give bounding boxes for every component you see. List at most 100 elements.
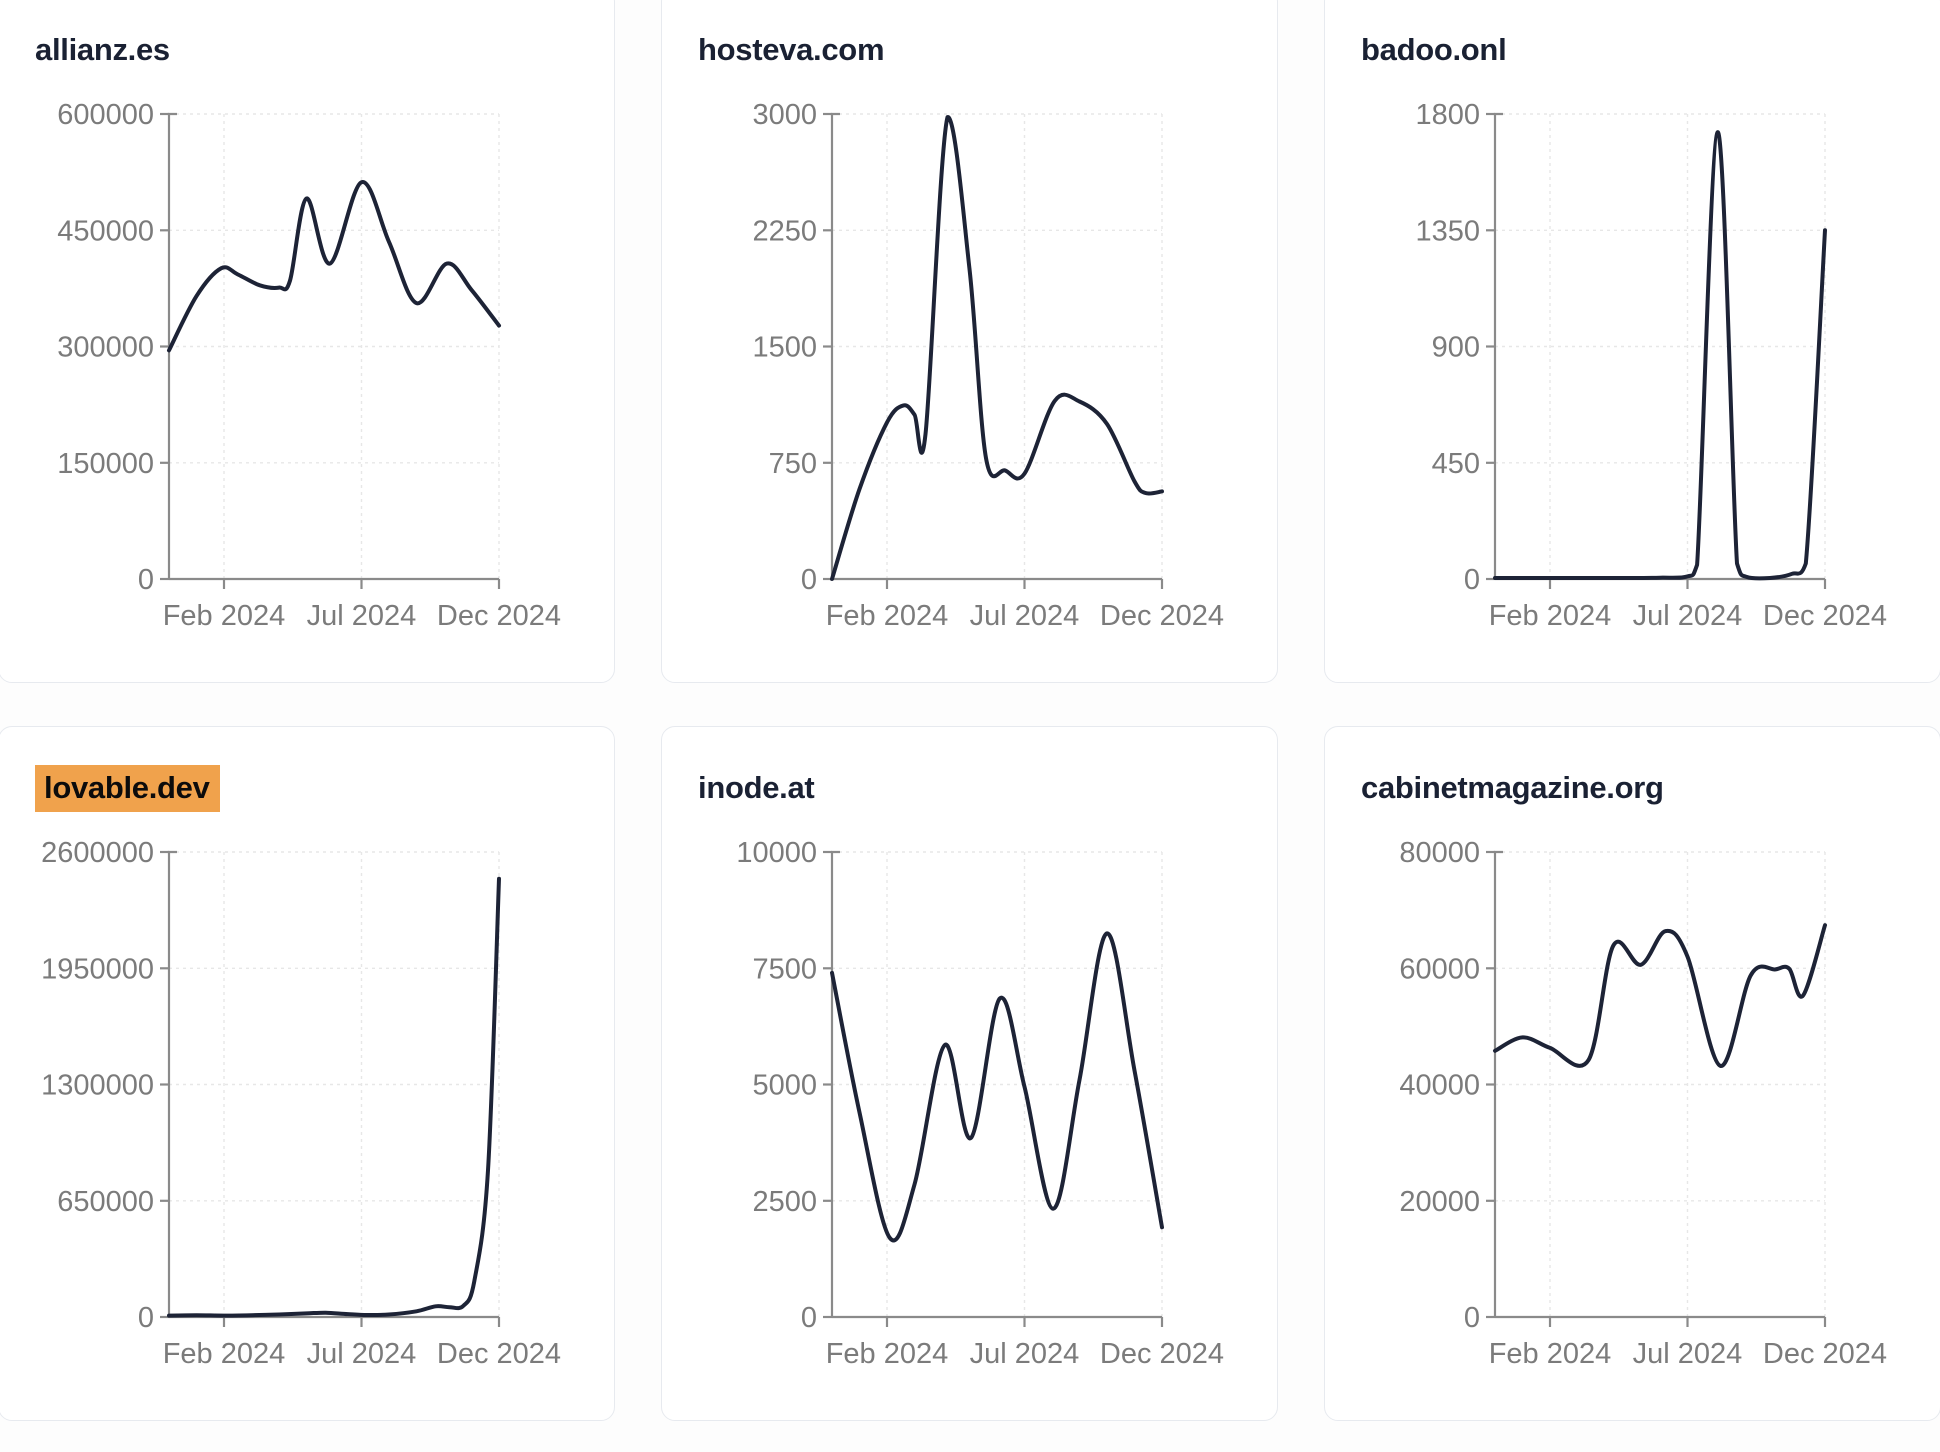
svg-text:1800: 1800 <box>1415 99 1480 131</box>
svg-text:Dec 2024: Dec 2024 <box>437 1338 561 1370</box>
svg-text:Feb 2024: Feb 2024 <box>826 1338 949 1370</box>
svg-text:Feb 2024: Feb 2024 <box>163 600 286 632</box>
svg-text:Dec 2024: Dec 2024 <box>1763 600 1887 632</box>
svg-text:0: 0 <box>1464 564 1480 596</box>
card-title: hosteva.com <box>698 32 885 67</box>
svg-text:0: 0 <box>801 1302 817 1334</box>
svg-text:450: 450 <box>1432 448 1480 480</box>
card-title: cabinetmagazine.org <box>1361 770 1664 805</box>
domain-chart-card[interactable]: inode.at 0 2500 5000 7500 10000 Feb 2024 Jul 2… <box>661 726 1278 1421</box>
svg-text:1300000: 1300000 <box>41 1070 154 1102</box>
svg-text:7500: 7500 <box>752 953 817 985</box>
gridlines <box>832 851 1163 1317</box>
domain-chart-card[interactable]: badoo.onl 0 450 900 1350 1800 Feb 2024 Jul 202… <box>1324 0 1940 683</box>
y-axis <box>1486 112 1503 581</box>
svg-text:10000: 10000 <box>736 837 817 869</box>
y-axis <box>823 850 840 1319</box>
svg-text:0: 0 <box>801 564 817 596</box>
dashboard-grid: allianz.es 0 150000 300000 450000 600000 Feb … <box>0 0 1940 1421</box>
svg-text:5000: 5000 <box>752 1070 817 1102</box>
svg-text:1500: 1500 <box>752 332 817 364</box>
svg-text:Dec 2024: Dec 2024 <box>437 600 561 632</box>
svg-text:Feb 2024: Feb 2024 <box>1489 1338 1612 1370</box>
y-tick-labels: 0 450 900 1350 1800 <box>1415 99 1480 596</box>
domain-name: allianz.es <box>35 32 170 67</box>
series-line <box>167 180 501 353</box>
y-axis <box>823 112 840 581</box>
series-line <box>830 931 1164 1243</box>
card-title: allianz.es <box>35 32 170 67</box>
y-tick-labels: 0 20000 40000 60000 80000 <box>1399 837 1480 1334</box>
y-axis <box>1486 850 1503 1319</box>
svg-text:80000: 80000 <box>1399 837 1480 869</box>
svg-text:1950000: 1950000 <box>41 953 154 985</box>
svg-text:Feb 2024: Feb 2024 <box>163 1338 286 1370</box>
domain-name: hosteva.com <box>698 32 885 67</box>
svg-text:3000: 3000 <box>752 99 817 131</box>
svg-text:Dec 2024: Dec 2024 <box>1100 1338 1224 1370</box>
x-axis <box>1495 1315 1827 1327</box>
domain-name: badoo.onl <box>1361 32 1507 67</box>
x-axis <box>169 577 501 589</box>
y-tick-labels: 0 2500 5000 7500 10000 <box>736 837 817 1334</box>
line-chart: 0 750 1500 2250 3000 Feb 2024 Jul 2024 Dec 2024 <box>752 99 1224 632</box>
y-tick-labels: 0 650000 1300000 1950000 2600000 <box>41 837 154 1334</box>
svg-text:Jul 2024: Jul 2024 <box>1633 600 1743 632</box>
x-tick-labels: Feb 2024 Jul 2024 Dec 2024 <box>1489 1338 1887 1370</box>
svg-text:2600000: 2600000 <box>41 837 154 869</box>
svg-text:Jul 2024: Jul 2024 <box>307 1338 417 1370</box>
svg-text:600000: 600000 <box>57 99 154 131</box>
y-axis <box>160 850 177 1319</box>
svg-text:0: 0 <box>1464 1302 1480 1334</box>
svg-text:450000: 450000 <box>57 215 154 247</box>
domain-chart-card[interactable]: allianz.es 0 150000 300000 450000 600000 Feb … <box>0 0 615 683</box>
line-chart: 0 20000 40000 60000 80000 Feb 2024 Jul 2024 Dec… <box>1399 837 1887 1370</box>
x-axis <box>169 1315 501 1327</box>
svg-text:0: 0 <box>138 1302 154 1334</box>
card-title: inode.at <box>698 770 815 805</box>
svg-text:Jul 2024: Jul 2024 <box>970 600 1080 632</box>
svg-text:20000: 20000 <box>1399 1186 1480 1218</box>
x-axis <box>832 1315 1164 1327</box>
x-tick-labels: Feb 2024 Jul 2024 Dec 2024 <box>163 600 561 632</box>
svg-text:900: 900 <box>1432 332 1480 364</box>
gridlines <box>169 113 500 579</box>
y-tick-labels: 0 150000 300000 450000 600000 <box>57 99 154 596</box>
svg-text:Feb 2024: Feb 2024 <box>826 600 949 632</box>
svg-text:650000: 650000 <box>57 1186 154 1218</box>
y-axis <box>160 112 177 581</box>
x-axis <box>832 577 1164 589</box>
svg-text:Jul 2024: Jul 2024 <box>970 1338 1080 1370</box>
domain-chart-card[interactable]: hosteva.com 0 750 1500 2250 3000 Feb 2024 Jul … <box>661 0 1278 683</box>
card-title: lovable.dev <box>35 765 220 812</box>
series-line <box>830 115 1164 581</box>
line-chart: 0 150000 300000 450000 600000 Feb 2024 Jul 202… <box>57 99 561 632</box>
gridlines <box>832 113 1163 579</box>
domain-name: cabinetmagazine.org <box>1361 770 1664 805</box>
line-chart: 0 2500 5000 7500 10000 Feb 2024 Jul 2024 Dec 20… <box>736 837 1224 1370</box>
line-chart: 0 450 900 1350 1800 Feb 2024 Jul 2024 Dec 2024 <box>1415 99 1887 632</box>
svg-text:Dec 2024: Dec 2024 <box>1100 600 1224 632</box>
svg-text:0: 0 <box>138 564 154 596</box>
svg-text:2500: 2500 <box>752 1186 817 1218</box>
x-tick-labels: Feb 2024 Jul 2024 Dec 2024 <box>163 1338 561 1370</box>
series-line <box>1493 130 1827 581</box>
svg-text:40000: 40000 <box>1399 1070 1480 1102</box>
domain-name: inode.at <box>698 770 815 805</box>
y-tick-labels: 0 750 1500 2250 3000 <box>752 99 817 596</box>
x-tick-labels: Feb 2024 Jul 2024 Dec 2024 <box>826 600 1224 632</box>
svg-text:1350: 1350 <box>1415 215 1480 247</box>
series-line <box>1493 923 1827 1068</box>
domain-chart-card[interactable]: cabinetmagazine.org 0 20000 40000 60000 8000… <box>1324 726 1940 1421</box>
x-axis <box>1495 577 1827 589</box>
card-title: badoo.onl <box>1361 32 1507 67</box>
svg-text:Dec 2024: Dec 2024 <box>1763 1338 1887 1370</box>
gridlines <box>1495 113 1826 579</box>
domain-chart-card[interactable]: lovable.dev 0 650000 1300000 1950000 2600000… <box>0 726 615 1421</box>
svg-text:2250: 2250 <box>752 215 817 247</box>
line-chart: 0 650000 1300000 1950000 2600000 Feb 2024 Jul … <box>41 837 561 1370</box>
svg-text:750: 750 <box>769 448 817 480</box>
svg-text:150000: 150000 <box>57 448 154 480</box>
svg-text:Jul 2024: Jul 2024 <box>1633 1338 1743 1370</box>
svg-text:60000: 60000 <box>1399 953 1480 985</box>
